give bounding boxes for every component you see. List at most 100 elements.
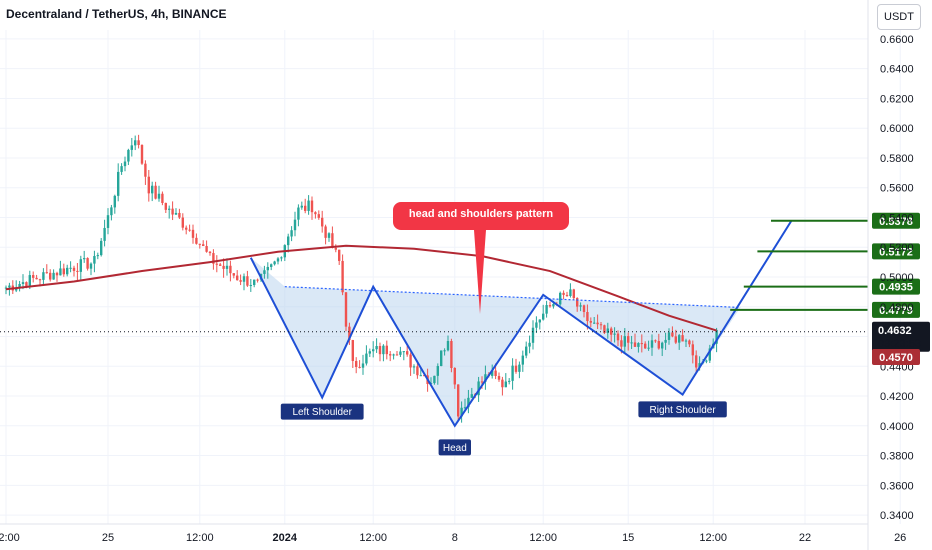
candle-body bbox=[96, 255, 99, 257]
candle-body bbox=[66, 267, 69, 275]
candle-body bbox=[576, 298, 579, 307]
candle-body bbox=[644, 343, 647, 349]
candle-body bbox=[212, 253, 215, 264]
candle-body bbox=[4, 287, 8, 289]
low-price-tag bbox=[872, 348, 920, 365]
candle-body bbox=[188, 229, 191, 231]
candle-body bbox=[178, 212, 181, 218]
price-tick-label: 0.5200 bbox=[880, 242, 914, 254]
candle-body bbox=[55, 272, 59, 276]
candle-body bbox=[157, 193, 161, 199]
candle-body bbox=[440, 350, 443, 367]
candle-body bbox=[504, 381, 507, 388]
price-tick-label: 0.3400 bbox=[880, 510, 914, 522]
candle-body bbox=[45, 272, 48, 274]
price-tick-label: 0.6600 bbox=[880, 34, 914, 46]
candle-body bbox=[321, 217, 324, 227]
candle-body bbox=[409, 354, 412, 368]
candle-body bbox=[637, 343, 640, 347]
candle-body bbox=[695, 355, 698, 368]
time-tick-label: 12:00 bbox=[0, 532, 20, 544]
candle-body bbox=[412, 366, 416, 368]
candle-body bbox=[365, 353, 368, 364]
candle-body bbox=[531, 327, 535, 343]
candle-body bbox=[406, 351, 409, 355]
candle-body bbox=[164, 202, 167, 210]
candle-body bbox=[253, 279, 256, 286]
candle-body bbox=[463, 407, 467, 409]
candle-countdown: 03:23:53 bbox=[878, 338, 921, 350]
candle-body bbox=[535, 322, 538, 328]
candle-body bbox=[348, 326, 351, 341]
candle-body bbox=[457, 384, 460, 417]
candle-body bbox=[69, 267, 72, 269]
candle-body bbox=[562, 292, 565, 295]
candle-body bbox=[586, 312, 589, 322]
candle-body bbox=[137, 140, 140, 146]
candle-body bbox=[661, 342, 664, 349]
candle-body bbox=[650, 340, 654, 348]
candle-body bbox=[310, 200, 314, 213]
price-tick-label: 0.5600 bbox=[880, 183, 914, 195]
head-label: Head bbox=[443, 443, 467, 454]
time-tick-label: 12:00 bbox=[529, 532, 557, 544]
candle-body bbox=[402, 351, 405, 353]
candle-body bbox=[239, 280, 242, 282]
time-tick-label: 12:00 bbox=[699, 532, 727, 544]
last-price-label: 0.4632 bbox=[878, 325, 912, 337]
candle-body bbox=[375, 346, 378, 350]
candle-body bbox=[215, 263, 218, 265]
candle-body bbox=[198, 243, 201, 245]
candle-body bbox=[545, 305, 548, 314]
candle-body bbox=[480, 381, 484, 383]
candle-body bbox=[338, 249, 341, 261]
candle-body bbox=[613, 333, 616, 335]
price-tick-label: 0.4200 bbox=[880, 391, 914, 403]
candle-body bbox=[627, 336, 630, 343]
candle-body bbox=[287, 236, 290, 246]
candle-body bbox=[219, 264, 222, 266]
price-tick-label: 0.3800 bbox=[880, 451, 914, 463]
candle-body bbox=[8, 285, 11, 288]
target-tag bbox=[872, 278, 920, 295]
candle-body bbox=[684, 340, 688, 342]
candle-body bbox=[327, 233, 331, 238]
candle-body bbox=[368, 351, 371, 354]
left-shoulder-label: Left Shoulder bbox=[292, 407, 352, 418]
candle-body bbox=[606, 328, 609, 333]
time-tick-label: 8 bbox=[452, 532, 458, 544]
candle-body bbox=[559, 292, 562, 305]
target-tag bbox=[872, 243, 920, 260]
candle-body bbox=[168, 208, 171, 210]
candle-body bbox=[161, 193, 164, 203]
candle-body bbox=[72, 267, 76, 271]
candle-body bbox=[331, 233, 334, 248]
candle-body bbox=[127, 149, 130, 162]
candle-body bbox=[18, 284, 21, 288]
candle-body bbox=[501, 379, 504, 388]
currency-button[interactable]: USDT bbox=[877, 4, 921, 30]
candle-body bbox=[123, 161, 127, 167]
candle-body bbox=[372, 349, 375, 352]
candle-body bbox=[565, 294, 569, 296]
candle-body bbox=[460, 407, 463, 417]
candle-body bbox=[113, 195, 116, 208]
candle-body bbox=[579, 305, 582, 307]
candle-body bbox=[392, 354, 395, 356]
candle-body bbox=[266, 266, 269, 271]
candle-body bbox=[151, 185, 154, 194]
candle-body bbox=[572, 289, 575, 299]
candle-body bbox=[664, 339, 667, 343]
candle-body bbox=[314, 212, 317, 215]
candle-body bbox=[290, 230, 293, 237]
candle-body bbox=[147, 176, 150, 194]
candle-body bbox=[195, 237, 198, 244]
target-tag bbox=[872, 301, 920, 318]
candle-body bbox=[49, 272, 52, 280]
pattern-zigzag bbox=[249, 220, 793, 428]
candle-body bbox=[599, 324, 603, 326]
candle-body bbox=[120, 166, 123, 172]
candle-body bbox=[140, 145, 144, 164]
time-tick-label: 2024 bbox=[273, 532, 298, 544]
